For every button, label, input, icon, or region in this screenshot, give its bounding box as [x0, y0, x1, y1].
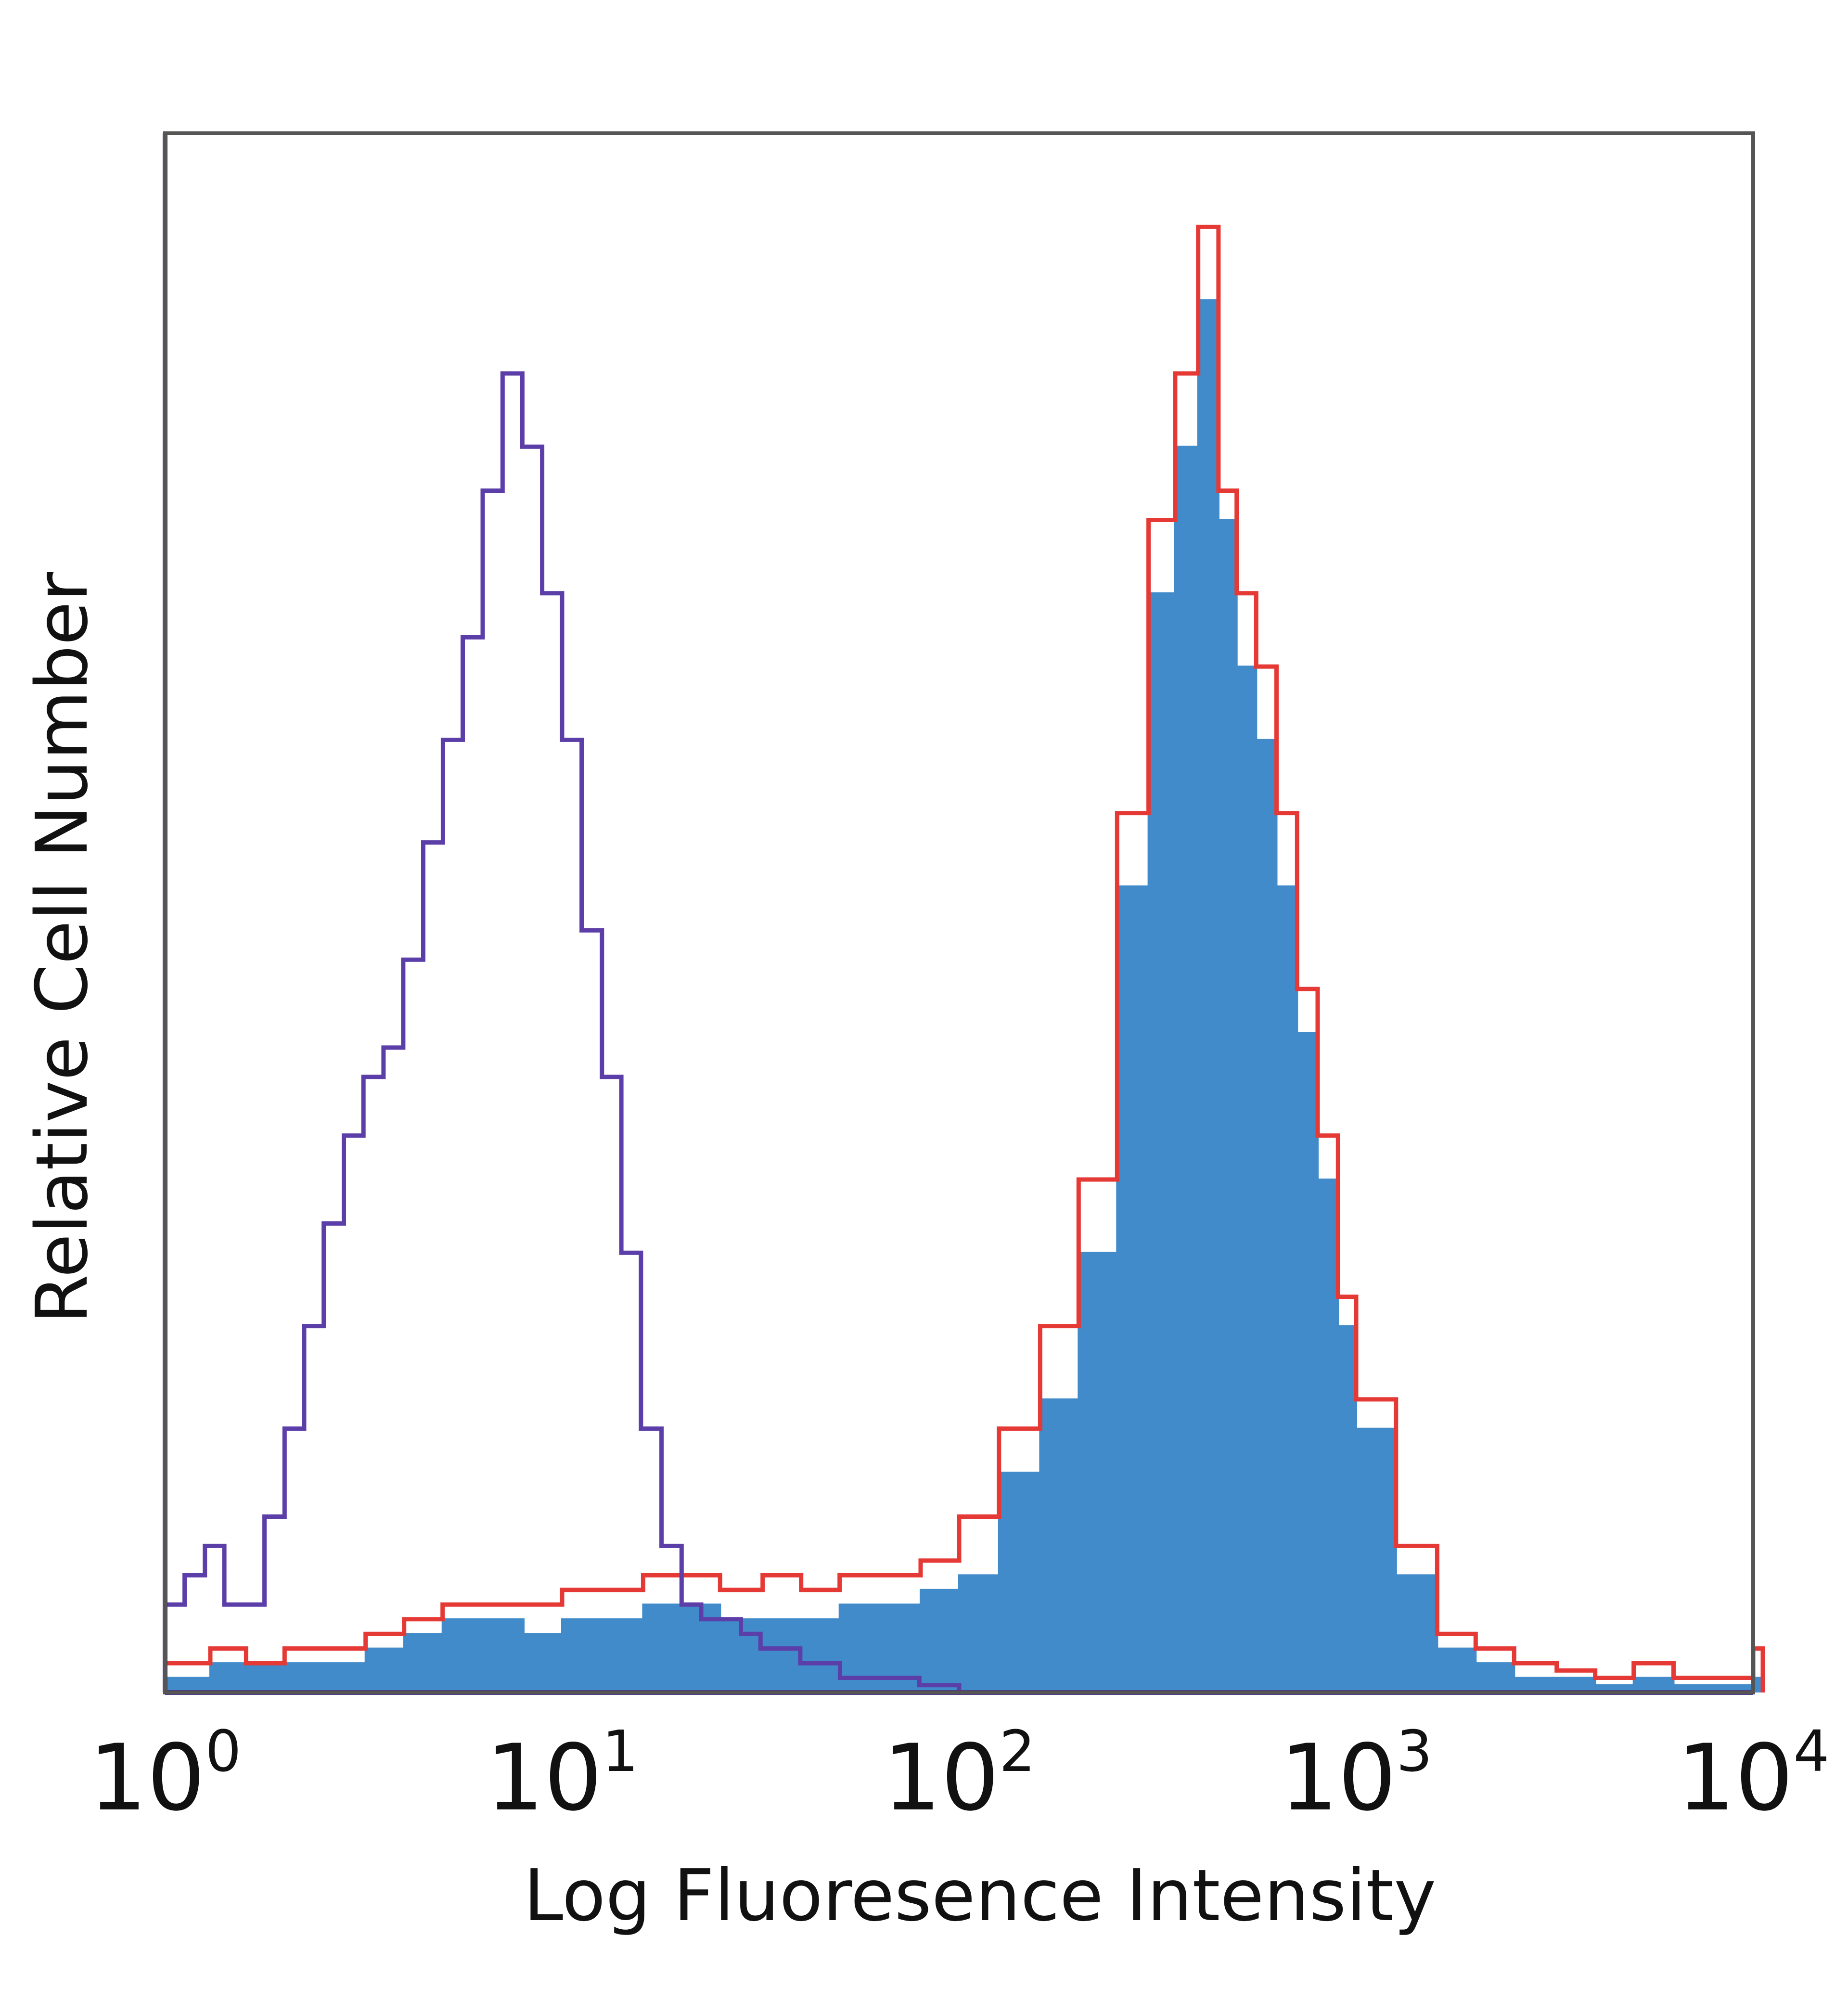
series-purple-outline [163, 371, 969, 1695]
x-tick-label-4: 104 [1677, 1718, 1830, 1831]
series-layer [163, 133, 1765, 1695]
x-tick-label-3: 103 [1280, 1718, 1433, 1831]
series-filled-histogram [164, 299, 1764, 1692]
x-axis-title: Log Fluoresence Intensity [524, 1854, 1436, 1937]
x-tick-label-1: 101 [486, 1718, 639, 1831]
y-axis-title: Relative Cell Number [21, 572, 103, 1324]
x-tick-labels: 100 101 102 103 104 [89, 1718, 1830, 1831]
x-tick-label-0: 100 [89, 1718, 242, 1831]
series-red-outline [163, 224, 1765, 1692]
x-tick-label-2: 102 [883, 1718, 1036, 1831]
plot-frame [163, 131, 1755, 1694]
